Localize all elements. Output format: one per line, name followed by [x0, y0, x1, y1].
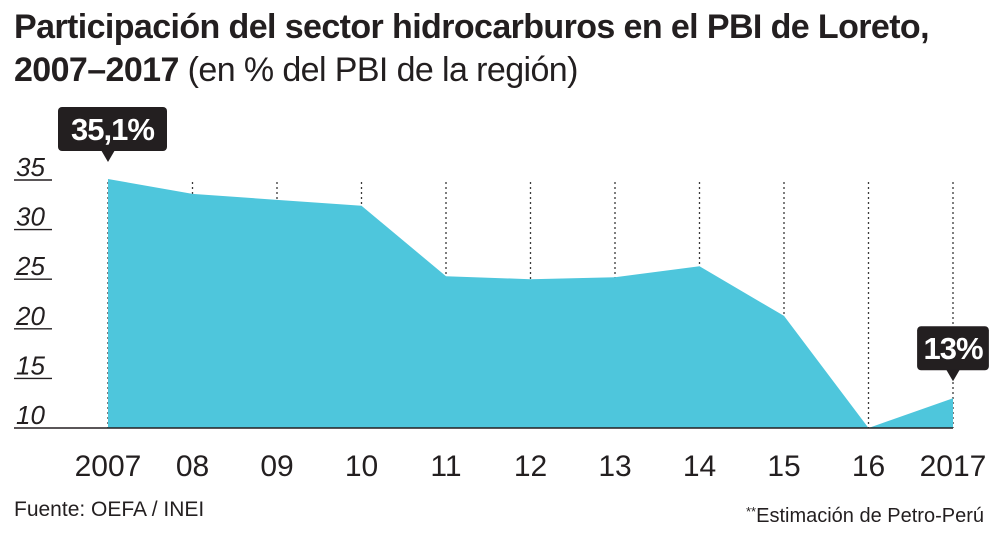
x-tick-label-13: 13 — [598, 450, 631, 483]
title-unit: (en % del PBI de la región) — [187, 51, 579, 89]
x-tick-label-14: 14 — [683, 450, 716, 483]
x-tick-label-2007: 2007 — [75, 450, 142, 483]
y-tick-label-25: 25 — [15, 251, 45, 281]
x-tick-label-08: 08 — [176, 450, 209, 483]
area-fill — [108, 179, 953, 428]
title-year: 2007–2017 — [14, 51, 179, 89]
callout-label-1: 13% — [923, 331, 982, 366]
estimation-note: **Estimación de Petro-Perú — [746, 504, 984, 528]
y-tick-label-15: 15 — [16, 350, 45, 380]
y-tick-label-35: 35 — [16, 152, 45, 182]
x-tick-label-09: 09 — [260, 450, 293, 483]
x-tick-label-16: 16 — [852, 450, 885, 483]
y-axis: 35 30 25 20 15 10 — [14, 152, 953, 430]
chart-title: Participación del sector hidrocarburos e… — [14, 6, 989, 92]
area-series — [107, 178, 954, 429]
x-tick-label-2017: 2017 — [920, 450, 987, 483]
y-tick-label-20: 20 — [15, 301, 45, 331]
callout-box-0 — [58, 107, 167, 152]
callout-box-1 — [917, 326, 989, 371]
callouts: 35,1% 13% — [58, 107, 989, 382]
callout-pointer-1 — [946, 369, 960, 382]
note-text: Estimación de Petro-Perú — [756, 505, 984, 527]
x-tick-label-12: 12 — [514, 450, 547, 483]
title-main: Participación del sector hidrocarburos e… — [14, 8, 930, 46]
x-tick-label-11: 11 — [430, 450, 461, 483]
x-tick-label-15: 15 — [767, 450, 800, 483]
callout-label-0: 35,1% — [71, 112, 154, 147]
x-tick-label-10: 10 — [345, 450, 378, 483]
x-axis: 2007 08 09 10 11 12 13 14 15 16 2017 — [75, 450, 987, 483]
source-text: Fuente: OEFA / INEI — [14, 498, 205, 521]
callout-pointer-0 — [101, 150, 115, 163]
y-tick-label-30: 30 — [16, 202, 45, 232]
note-mark: ** — [745, 504, 757, 519]
y-tick-label-10: 10 — [16, 400, 45, 430]
